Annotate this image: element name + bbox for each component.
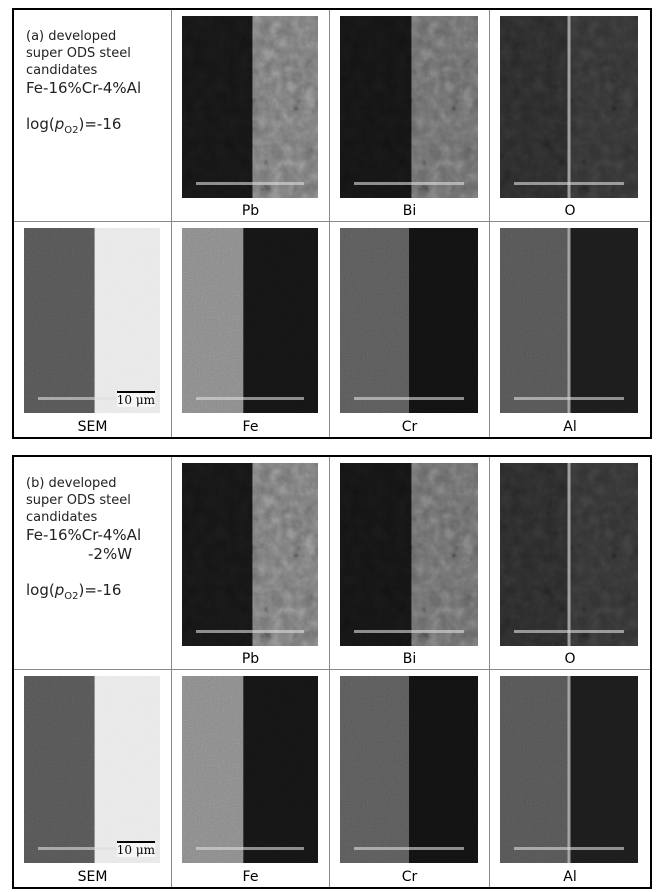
image-cell: Cr [330, 222, 490, 437]
micrograph [182, 676, 318, 863]
image-cell: SEM 10 μm [14, 670, 172, 887]
image-cell: Bi [330, 10, 490, 222]
image-cell: Fe [172, 222, 330, 437]
micrograph [340, 16, 478, 198]
condition-prefix: log( [26, 115, 55, 133]
image-cell: Al [490, 222, 650, 437]
alloy: -2%W [88, 545, 133, 563]
micrograph [182, 16, 318, 198]
alloy: Fe-16%Cr-4%Al [26, 526, 142, 544]
micrograph [24, 228, 160, 413]
image-cell: Bi [330, 457, 490, 670]
micrograph [24, 676, 160, 863]
image-label: Al [563, 869, 577, 885]
micrograph [500, 16, 638, 198]
caption-line: candidates [26, 63, 98, 78]
micrograph [182, 463, 318, 646]
condition: log(pO2)=-16 [26, 116, 141, 139]
caption-line: (b) developed [26, 476, 117, 491]
image-cell: O [490, 457, 650, 670]
micrograph [500, 676, 638, 863]
alloy: Fe-16%Cr-4%Al [26, 79, 142, 97]
caption-cell: (a) developed super ODS steel candidates Fe… [14, 10, 172, 222]
micrograph [340, 228, 478, 413]
micrograph [500, 228, 638, 413]
image-label: O [564, 651, 576, 667]
micrograph [182, 228, 318, 413]
condition-sub: O2 [64, 591, 79, 602]
micrograph [340, 676, 478, 863]
image-cell: Cr [330, 670, 490, 887]
caption: (b) developed super ODS steel candidates Fe… [26, 475, 141, 605]
image-label: Al [563, 419, 577, 435]
panel: (a) developed super ODS steel candidates Fe… [12, 8, 652, 439]
caption-cell: (b) developed super ODS steel candidates Fe… [14, 457, 172, 670]
panel: (b) developed super ODS steel candidates Fe… [12, 455, 652, 889]
condition-p: p [54, 115, 65, 133]
image-label: SEM [77, 869, 108, 885]
image-label: O [564, 203, 576, 219]
image-cell: Fe [172, 670, 330, 887]
caption-line: (a) developed [26, 29, 117, 44]
image-label: Bi [402, 651, 417, 667]
image-label: Bi [402, 203, 417, 219]
image-cell: O [490, 10, 650, 222]
micrograph [500, 463, 638, 646]
caption-line: super ODS steel [26, 46, 131, 61]
image-label: Fe [242, 869, 259, 885]
image-label: Pb [241, 203, 260, 219]
image-cell: SEM 10 μm [14, 222, 172, 437]
image-label: Cr [401, 869, 418, 885]
image-cell: Al [490, 670, 650, 887]
image-label: Fe [242, 419, 259, 435]
condition-suffix: )=-16 [78, 115, 122, 133]
image-label: SEM [77, 419, 108, 435]
image-label: Cr [401, 419, 418, 435]
image-label: Pb [241, 651, 260, 667]
scale-bar: 10 μm [116, 841, 155, 857]
scale-bar: 10 μm [116, 391, 155, 407]
image-cell: Pb [172, 10, 330, 222]
image-cell: Pb [172, 457, 330, 670]
caption: (a) developed super ODS steel candidates Fe… [26, 28, 141, 139]
condition-prefix: log( [26, 581, 55, 599]
micrograph [340, 463, 478, 646]
caption-line: super ODS steel [26, 493, 131, 508]
caption-line: candidates [26, 510, 98, 525]
condition-suffix: )=-16 [78, 581, 122, 599]
condition-sub: O2 [64, 125, 79, 136]
condition: log(pO2)=-16 [26, 582, 141, 605]
condition-p: p [54, 581, 65, 599]
